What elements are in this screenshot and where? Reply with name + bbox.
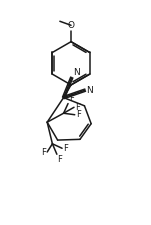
Text: O: O: [67, 21, 75, 30]
Text: N: N: [86, 86, 93, 95]
Text: F: F: [69, 94, 74, 103]
Text: F: F: [58, 155, 63, 164]
Text: F: F: [75, 103, 80, 112]
Text: F: F: [41, 148, 46, 157]
Text: N: N: [73, 68, 80, 77]
Text: F: F: [76, 110, 81, 119]
Text: F: F: [63, 144, 68, 153]
